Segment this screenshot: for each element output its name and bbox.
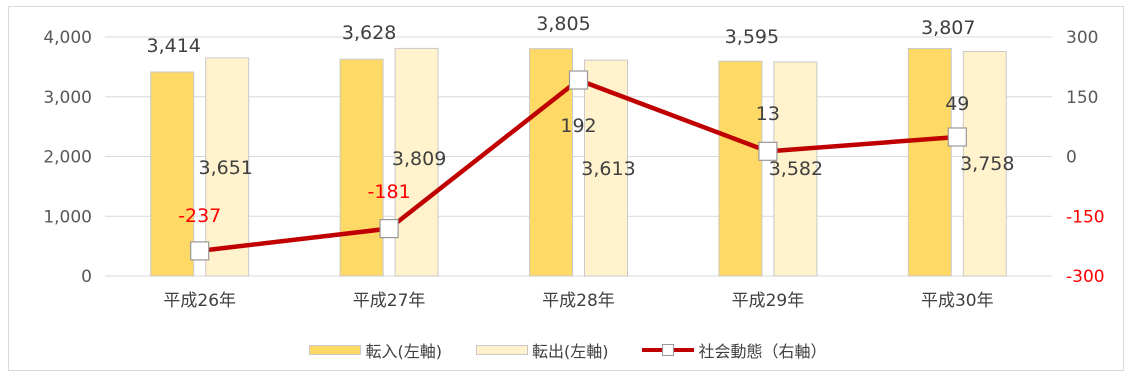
data-label-out: 3,651 [198,157,252,179]
bar-in [339,58,384,277]
x-tick-label: 平成28年 [542,291,615,311]
data-label-net: 192 [560,115,596,137]
data-label-in: 3,628 [342,22,396,44]
legend-swatch-out [475,345,528,355]
y-left-tick-label: 4,000 [43,28,92,48]
data-label-out: 3,613 [581,158,635,180]
bar-out [394,47,439,277]
bar-in [907,48,952,277]
data-label-out: 3,809 [392,148,446,170]
y-right-tick-label: -150 [1066,207,1105,227]
x-tick-label: 平成26年 [163,291,236,311]
x-tick-label: 平成27年 [353,291,426,311]
data-label-out: 3,582 [769,158,823,180]
line-marker-net [568,70,589,90]
bar-out [962,50,1007,277]
data-label-net: -181 [368,181,411,203]
data-label-in: 3,595 [725,26,779,48]
legend-item-net: 社会動態（右軸） [642,338,827,362]
legend-item-in: 転入(左軸) [309,338,442,362]
legend-label-net: 社会動態（右軸） [698,342,827,361]
legend-label-in: 転入(左軸) [365,342,442,361]
bar-in [718,60,763,277]
y-right-tick-label: -300 [1066,267,1105,287]
data-label-net: 49 [945,93,969,115]
line-marker-net [947,127,967,147]
data-label-out: 3,758 [960,153,1014,175]
y-right-tick-label: 0 [1066,148,1077,168]
line-net [199,77,958,254]
x-tick-label: 平成29年 [732,291,805,311]
y-left-tick-label: 1,000 [43,207,92,227]
y-right-tick-label: 150 [1066,88,1098,108]
legend-item-out: 転出(左軸) [475,338,609,362]
line-marker-net [190,241,210,261]
x-tick-label: 平成30年 [921,291,994,311]
line-marker-net [758,141,778,161]
legend-swatch-in [309,345,362,355]
bar-in [529,48,573,277]
data-label-in: 3,414 [146,35,200,57]
data-label-in: 3,807 [921,17,975,39]
bar-out [773,61,818,277]
legend: 転入(左軸) 転出(左軸) 社会動態（右軸） [0,338,1136,362]
y-right-tick-label: 300 [1066,28,1098,48]
y-left-tick-label: 3,000 [43,88,92,108]
data-label-net: 13 [756,103,780,125]
bar-out [205,57,250,277]
bar-in [150,71,195,277]
legend-swatch-net [642,344,695,356]
line-marker-net [379,218,399,239]
y-left-tick-label: 2,000 [43,148,92,168]
data-label-net: -237 [178,205,221,227]
y-left-tick-label: 0 [81,267,92,287]
legend-label-out: 転出(左軸) [531,342,609,361]
data-label-in: 3,805 [536,13,590,35]
